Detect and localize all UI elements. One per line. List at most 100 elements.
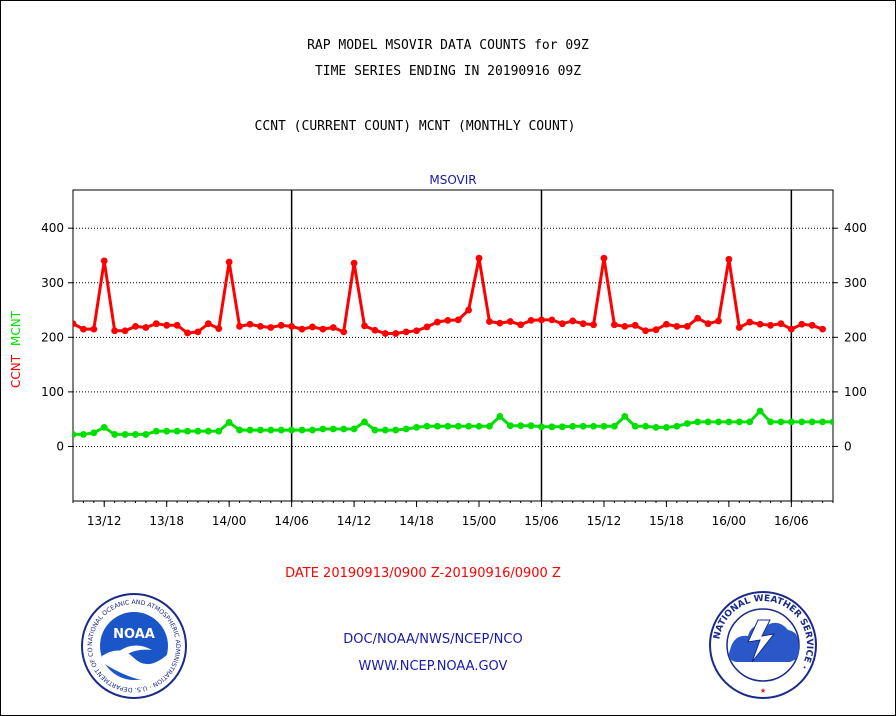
data-point-ccnt (381, 330, 389, 337)
data-point-mcnt (298, 426, 306, 434)
data-point-mcnt (173, 427, 181, 435)
data-point-ccnt (610, 321, 618, 329)
data-point-mcnt (590, 422, 597, 430)
data-point-ccnt (173, 321, 181, 329)
data-point-mcnt (319, 425, 327, 433)
data-point-ccnt (569, 317, 577, 325)
data-point-ccnt (204, 320, 212, 328)
x-tick-label: 13/18 (149, 514, 184, 528)
data-point-mcnt (558, 423, 566, 431)
data-point-mcnt (465, 422, 473, 430)
data-point-ccnt (423, 323, 431, 331)
data-point-mcnt (777, 418, 785, 426)
data-point-mcnt (808, 418, 816, 426)
y-tick-label-left: 0 (56, 439, 64, 453)
data-point-ccnt (184, 329, 191, 337)
x-tick-label: 14/06 (274, 514, 309, 528)
data-point-mcnt (683, 420, 691, 427)
data-point-ccnt (663, 320, 670, 328)
data-point-ccnt (80, 325, 87, 333)
y-tick-label-left: 100 (41, 385, 64, 399)
data-point-mcnt (236, 426, 243, 434)
data-point-ccnt (90, 325, 98, 333)
data-point-ccnt (579, 320, 587, 328)
data-point-ccnt (725, 255, 733, 263)
data-point-mcnt (756, 407, 764, 415)
y-axis-label-ccnt: CCNT (9, 354, 23, 388)
data-point-ccnt (506, 318, 514, 325)
data-point-ccnt (787, 325, 795, 333)
y-tick-label-left: 400 (41, 221, 64, 235)
data-point-mcnt (340, 425, 348, 433)
y-tick-label-right: 300 (844, 276, 867, 290)
data-point-mcnt (361, 418, 368, 426)
data-point-ccnt (371, 326, 379, 334)
data-point-ccnt (142, 324, 150, 331)
data-point-ccnt (225, 258, 233, 266)
x-tick-label: 13/12 (87, 514, 122, 528)
data-point-ccnt (777, 320, 785, 328)
data-point-ccnt (340, 328, 348, 336)
data-point-ccnt (444, 317, 452, 324)
date-range: DATE 20190913/0900 Z-20190916/0900 Z (285, 566, 561, 581)
data-point-ccnt (558, 320, 566, 328)
data-point-mcnt (517, 422, 525, 430)
nws-star-icon: ★ (760, 685, 766, 696)
data-point-mcnt (735, 418, 743, 426)
data-point-ccnt (121, 327, 129, 335)
data-point-mcnt (704, 418, 712, 426)
data-point-ccnt (267, 324, 275, 331)
y-tick-label-right: 400 (844, 221, 867, 235)
data-point-mcnt (111, 431, 119, 438)
data-point-ccnt (392, 330, 400, 337)
y-axis-label-mcnt: MCNT (9, 310, 23, 346)
x-tick-label: 15/06 (524, 514, 559, 528)
data-point-mcnt (433, 422, 441, 430)
data-point-mcnt (423, 422, 431, 430)
data-point-ccnt (694, 314, 702, 322)
nws-logo: NATIONAL WEATHER SERVICE · ★ (709, 591, 817, 699)
data-point-ccnt (704, 320, 712, 328)
data-point-ccnt (673, 323, 681, 330)
data-point-ccnt (527, 317, 535, 324)
data-point-ccnt (642, 327, 650, 335)
data-point-mcnt (631, 422, 639, 430)
data-point-ccnt (621, 323, 629, 330)
data-point-mcnt (715, 418, 722, 426)
data-point-ccnt (767, 321, 774, 329)
data-point-ccnt (288, 323, 296, 330)
data-point-ccnt (361, 322, 368, 330)
data-point-ccnt (256, 323, 264, 330)
data-point-mcnt (132, 431, 139, 438)
y-tick-label-left: 300 (41, 276, 64, 290)
data-point-mcnt (413, 423, 420, 431)
data-point-ccnt (756, 320, 764, 328)
data-point-ccnt (683, 323, 691, 330)
data-point-ccnt (715, 317, 722, 325)
x-tick-label: 15/00 (462, 514, 497, 528)
data-point-mcnt (194, 427, 202, 435)
data-point-mcnt (475, 422, 483, 430)
data-point-mcnt (746, 418, 754, 426)
data-point-mcnt (610, 422, 618, 430)
data-point-ccnt (496, 319, 504, 327)
data-point-mcnt (840, 418, 847, 425)
data-point-mcnt (673, 422, 681, 430)
plot-title: MSOVIR (429, 173, 476, 187)
data-point-ccnt (454, 316, 462, 324)
data-point-ccnt (73, 320, 77, 328)
data-point-mcnt (288, 426, 296, 434)
data-point-ccnt (631, 321, 639, 329)
x-tick-label: 16/06 (774, 514, 809, 528)
data-point-mcnt (725, 418, 733, 426)
data-point-ccnt (808, 321, 816, 329)
data-point-ccnt (819, 325, 826, 333)
data-point-mcnt (350, 425, 358, 433)
data-point-ccnt (215, 325, 223, 332)
x-tick-label: 16/00 (712, 514, 747, 528)
data-point-ccnt (486, 318, 493, 325)
data-point-mcnt (371, 426, 379, 434)
data-point-mcnt (381, 426, 389, 434)
y-tick-label-right: 0 (844, 439, 852, 453)
